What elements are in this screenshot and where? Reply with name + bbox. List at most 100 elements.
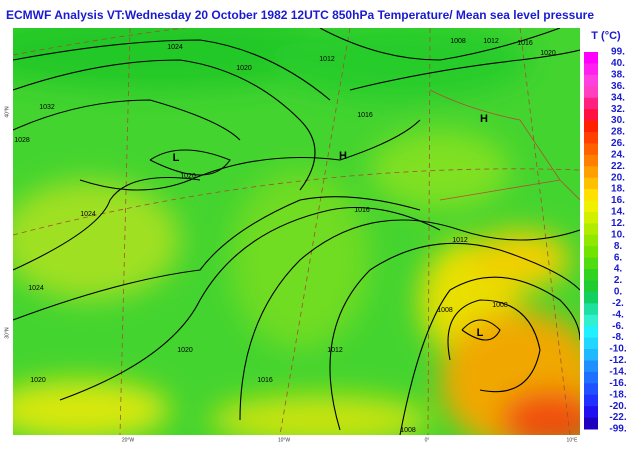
isobar-label: 1032 <box>39 104 55 111</box>
legend-label: -2. <box>612 298 624 309</box>
isobar-label: 1024 <box>28 285 44 292</box>
legend-label: 6. <box>614 252 623 263</box>
legend-label: 34. <box>611 92 625 103</box>
graticule <box>13 28 580 435</box>
legend-swatch <box>584 383 598 396</box>
legend-swatch <box>584 257 598 270</box>
legend-label: 8. <box>614 241 623 252</box>
isobar-label: 1012 <box>452 237 468 244</box>
legend-label: -99. <box>609 424 626 435</box>
legend-label: -20. <box>609 401 626 412</box>
isobar-label: 1016 <box>257 377 273 384</box>
legend-label: 16. <box>611 195 625 206</box>
legend-swatch <box>584 371 598 384</box>
legend-swatch <box>584 200 598 213</box>
legend-label: -6. <box>612 321 624 332</box>
legend-swatch <box>584 74 598 87</box>
legend-label: 4. <box>614 264 623 275</box>
legend-label: 26. <box>611 138 625 149</box>
legend-label: 32. <box>611 104 625 115</box>
lon-label: 20°W <box>122 437 135 443</box>
isobar-label: 1024 <box>80 211 96 218</box>
legend-label: 38. <box>611 69 625 80</box>
legend-swatch <box>584 314 598 327</box>
legend-swatch <box>584 326 598 339</box>
legend-label: -10. <box>609 344 626 355</box>
lon-label: 10°W <box>278 437 291 443</box>
legend-label: 22. <box>611 161 625 172</box>
legend-label: 24. <box>611 149 625 160</box>
legend-swatch <box>584 120 598 133</box>
legend-swatch <box>584 417 598 430</box>
legend-swatch <box>584 303 598 316</box>
legend-label: 20. <box>611 172 625 183</box>
legend-label: -4. <box>612 309 624 320</box>
legend-label: 2. <box>614 275 623 286</box>
legend-label: 10. <box>611 229 625 240</box>
title: ECMWF Analysis VT:Wednesday 20 October 1… <box>6 8 594 22</box>
legend-swatch <box>584 291 598 304</box>
legend-label: -16. <box>609 378 626 389</box>
legend-label: 12. <box>611 218 625 229</box>
pressure-system: H <box>339 150 347 162</box>
legend-label: 30. <box>611 115 625 126</box>
legend-swatch <box>584 234 598 247</box>
isobar-label: 1020 <box>30 377 46 384</box>
legend-swatch <box>584 211 598 224</box>
legend-label: -22. <box>609 412 626 423</box>
isobar-label: 1008 <box>492 302 508 309</box>
lat-label: 40°N <box>4 106 10 118</box>
legend-swatch <box>584 86 598 99</box>
legend-swatch <box>584 177 598 190</box>
isobar-label: 1028 <box>14 137 30 144</box>
isobar-label: 1012 <box>319 56 335 63</box>
isobar-label: 1020 <box>180 173 196 180</box>
legend-swatch <box>584 360 598 373</box>
isobar-label: 1024 <box>167 44 183 51</box>
map <box>13 28 580 435</box>
isobar-label: 1016 <box>357 112 373 119</box>
legend-label: -8. <box>612 332 624 343</box>
legend-swatch <box>584 52 598 64</box>
legend-label: 18. <box>611 184 625 195</box>
isobar-label: 1020 <box>177 347 193 354</box>
isobar-label: 1008 <box>437 307 453 314</box>
legend-swatch <box>584 280 598 293</box>
legend-label: -18. <box>609 389 626 400</box>
legend-swatch <box>584 189 598 202</box>
legend-label: 14. <box>611 207 625 218</box>
legend: T (°C) 99.40.38.36.34.32.30.28.26.24.22.… <box>584 30 627 435</box>
isobar-label: 1012 <box>327 347 343 354</box>
pressure-system: H <box>480 113 488 125</box>
legend-swatch <box>584 406 598 419</box>
legend-swatch <box>584 337 598 350</box>
legend-label: -12. <box>609 355 626 366</box>
isobar-label: 1016 <box>354 207 370 214</box>
legend-swatch <box>584 143 598 156</box>
legend-swatch <box>584 63 598 76</box>
legend-title: T (°C) <box>591 30 621 42</box>
legend-label: 0. <box>614 287 623 298</box>
legend-swatch <box>584 246 598 259</box>
legend-swatch <box>584 269 598 281</box>
legend-swatch <box>584 131 598 144</box>
lon-label: 0° <box>425 437 430 443</box>
legend-swatch <box>584 97 598 110</box>
legend-swatch <box>584 349 598 361</box>
lat-label: 30°N <box>4 327 10 339</box>
legend-swatch <box>584 394 598 407</box>
isobar-label: 1008 <box>400 427 416 434</box>
legend-swatch <box>584 166 598 179</box>
legend-label: -14. <box>609 367 626 378</box>
legend-swatch <box>584 109 598 122</box>
legend-label: 36. <box>611 81 625 92</box>
temperature-field <box>13 28 580 435</box>
coastline <box>429 89 580 201</box>
pressure-system: L <box>173 152 180 164</box>
isobar-label: 1020 <box>236 65 252 72</box>
lon-label: 10°E <box>567 437 579 443</box>
legend-label: 99. <box>611 47 625 58</box>
isobars <box>13 28 580 435</box>
pressure-system: L <box>477 327 484 339</box>
